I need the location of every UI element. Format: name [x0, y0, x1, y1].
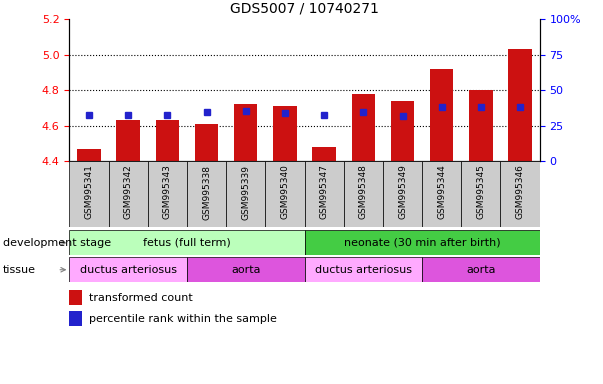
Bar: [265, 161, 305, 227]
Bar: [344, 161, 383, 227]
Bar: [187, 161, 226, 227]
Bar: [77, 149, 101, 161]
Text: GSM995339: GSM995339: [241, 165, 250, 220]
Bar: [69, 290, 82, 305]
Bar: [69, 230, 305, 255]
Bar: [508, 50, 532, 161]
Bar: [69, 161, 109, 227]
Text: tissue: tissue: [3, 265, 36, 275]
Text: GSM995343: GSM995343: [163, 165, 172, 219]
Text: GSM995349: GSM995349: [398, 165, 407, 219]
Text: aorta: aorta: [231, 265, 260, 275]
Bar: [234, 104, 257, 161]
Bar: [195, 124, 218, 161]
Bar: [305, 257, 422, 282]
Bar: [273, 106, 297, 161]
Text: GSM995344: GSM995344: [437, 165, 446, 219]
Bar: [422, 257, 540, 282]
Text: GSM995348: GSM995348: [359, 165, 368, 219]
Text: GSM995338: GSM995338: [202, 165, 211, 220]
Bar: [69, 257, 187, 282]
Bar: [187, 257, 305, 282]
Bar: [226, 161, 265, 227]
Bar: [383, 161, 422, 227]
Text: percentile rank within the sample: percentile rank within the sample: [89, 314, 277, 324]
Text: ductus arteriosus: ductus arteriosus: [80, 265, 177, 275]
Title: GDS5007 / 10740271: GDS5007 / 10740271: [230, 1, 379, 15]
Text: development stage: development stage: [3, 238, 111, 248]
Bar: [305, 230, 540, 255]
Bar: [500, 161, 540, 227]
Bar: [69, 311, 82, 326]
Text: aorta: aorta: [466, 265, 496, 275]
Bar: [305, 161, 344, 227]
Text: GSM995346: GSM995346: [516, 165, 525, 219]
Bar: [461, 161, 500, 227]
Bar: [312, 147, 336, 161]
Text: GSM995340: GSM995340: [280, 165, 289, 219]
Text: GSM995345: GSM995345: [476, 165, 485, 219]
Bar: [430, 69, 453, 161]
Bar: [148, 161, 187, 227]
Bar: [391, 101, 414, 161]
Text: GSM995347: GSM995347: [320, 165, 329, 219]
Bar: [422, 161, 461, 227]
Text: GSM995342: GSM995342: [124, 165, 133, 219]
Bar: [469, 90, 493, 161]
Bar: [109, 161, 148, 227]
Text: fetus (full term): fetus (full term): [143, 238, 231, 248]
Bar: [116, 121, 140, 161]
Text: ductus arteriosus: ductus arteriosus: [315, 265, 412, 275]
Bar: [156, 121, 179, 161]
Text: neonate (30 min after birth): neonate (30 min after birth): [344, 238, 500, 248]
Text: GSM995341: GSM995341: [84, 165, 93, 219]
Bar: [352, 94, 375, 161]
Text: transformed count: transformed count: [89, 293, 193, 303]
